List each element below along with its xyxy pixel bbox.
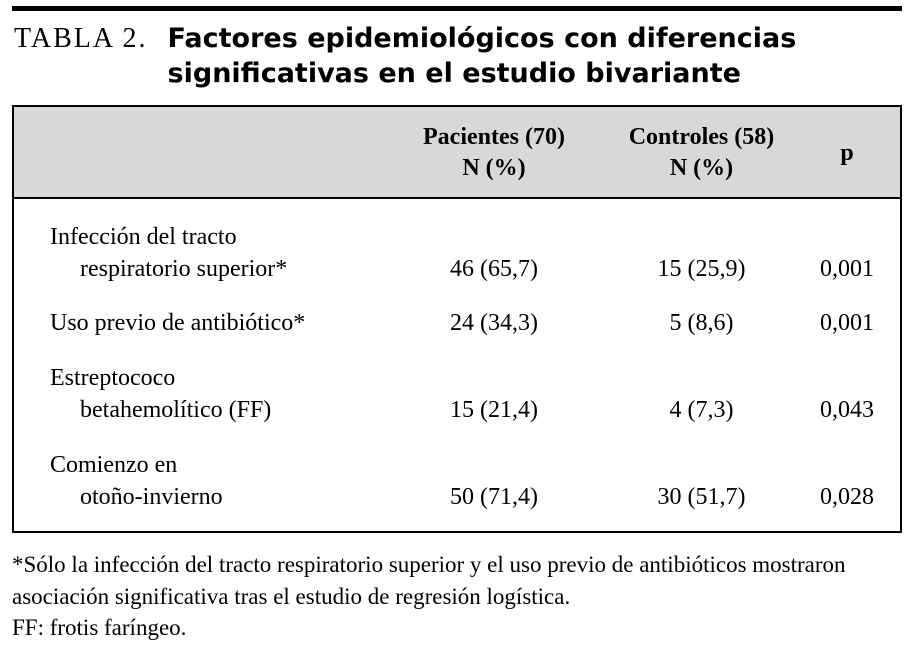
row-label-line2: otoño-invierno [80, 483, 223, 510]
row-label-line2: betahemolítico (FF) [80, 397, 272, 424]
table-title: Factores epidemiológicos con diferencias… [168, 21, 797, 91]
header-col-controles: Controles (58) [628, 124, 775, 151]
header-col-controles-sub: N (%) [669, 155, 734, 182]
cell-p: 0,043 [820, 397, 874, 424]
footnote-asterisk: *Sólo la infección del tracto respirator… [12, 552, 846, 609]
footnote-ff: FF: frotis faríngeo. [12, 614, 187, 640]
cell-pacientes: 46 (65,7) [450, 255, 538, 282]
row-label: Comienzo en otoño-invierno [14, 449, 379, 514]
header-blank-cell [14, 122, 379, 153]
row-label-line2: respiratorio superior* [80, 255, 288, 282]
table-title-line1: Factores epidemiológicos con diferencias [167, 23, 797, 54]
cell-pacientes: 15 (21,4) [450, 397, 538, 424]
row-label: Uso previo de antibiótico* [14, 307, 379, 339]
cell-p: 0,028 [820, 483, 874, 510]
data-table: Pacientes (70) Controles (58) p N (%) N … [12, 105, 902, 534]
row-label: Estreptococo betahemolítico (FF) [14, 362, 379, 427]
row-label: Infección del tracto respiratorio superi… [14, 221, 379, 286]
header-col-pacientes-sub: N (%) [462, 155, 526, 182]
cell-pacientes: 50 (71,4) [450, 483, 538, 510]
cell-p: 0,001 [820, 310, 874, 337]
cell-controles: 30 (51,7) [657, 483, 746, 510]
top-rule [12, 6, 902, 11]
cell-controles: 4 (7,3) [669, 397, 734, 424]
header-col-pacientes: Pacientes (70) [423, 124, 565, 151]
cell-pacientes: 24 (34,3) [450, 310, 538, 337]
cell-p: 0,001 [820, 255, 874, 282]
cell-controles: 15 (25,9) [657, 255, 746, 282]
row-label-line1: Uso previo de antibiótico* [50, 310, 306, 337]
cell-controles: 5 (8,6) [669, 310, 734, 337]
table-row: Infección del tracto respiratorio superi… [14, 221, 900, 286]
table-number-label: TABLA 2. [14, 23, 148, 54]
table-body: Infección del tracto respiratorio superi… [14, 199, 900, 532]
table-row: Comienzo en otoño-invierno 50 (71,4) 30 … [14, 449, 900, 514]
row-label-line1: Comienzo en [50, 451, 178, 478]
table-row: Uso previo de antibiótico* 24 (34,3) 5 (… [14, 307, 900, 339]
header-col-p: p [840, 139, 854, 166]
row-label-line1: Estreptococo [50, 364, 176, 391]
table-title-line2: significativas en el estudio bivariante [167, 58, 741, 90]
row-label-line1: Infección del tracto [50, 223, 237, 250]
table-caption: TABLA 2. Factores epidemiológicos con di… [14, 21, 902, 91]
header-blank-cell [14, 153, 379, 184]
table-row: Estreptococo betahemolítico (FF) 15 (21,… [14, 362, 900, 427]
table-header: Pacientes (70) Controles (58) p N (%) N … [14, 107, 900, 199]
footnotes: *Sólo la infección del tracto respirator… [12, 549, 902, 643]
